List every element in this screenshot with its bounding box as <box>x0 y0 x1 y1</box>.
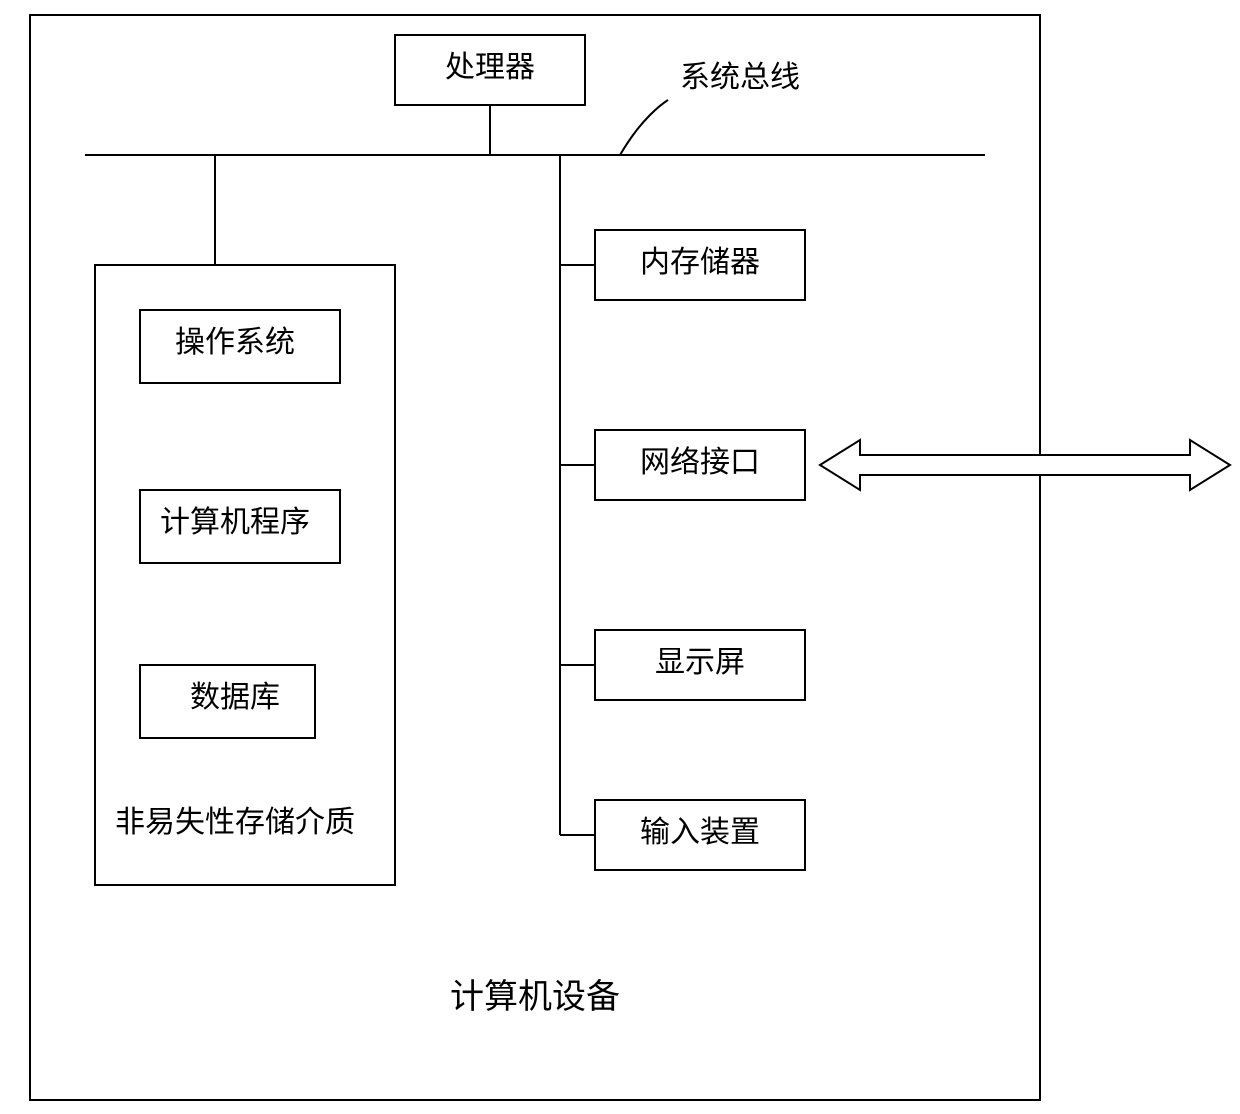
processor-label: 处理器 <box>445 51 535 84</box>
os-label: 操作系统 <box>175 326 295 359</box>
program-label: 计算机程序 <box>160 506 310 539</box>
nv-storage-label: 非易失性存储介质 <box>115 806 355 839</box>
database-label: 数据库 <box>190 681 280 714</box>
memory-label: 内存储器 <box>640 246 760 279</box>
network-interface-label: 网络接口 <box>640 446 760 479</box>
input-device-label: 输入装置 <box>640 816 760 849</box>
system-bus-label: 系统总线 <box>680 61 800 94</box>
computer-device-label: 计算机设备 <box>450 978 620 1016</box>
display-label: 显示屏 <box>655 646 745 679</box>
diagram-canvas: 处理器 系统总线 操作系统 计算机程序 数据库 非易失性存储介质 内存储器 网络… <box>0 0 1240 1114</box>
